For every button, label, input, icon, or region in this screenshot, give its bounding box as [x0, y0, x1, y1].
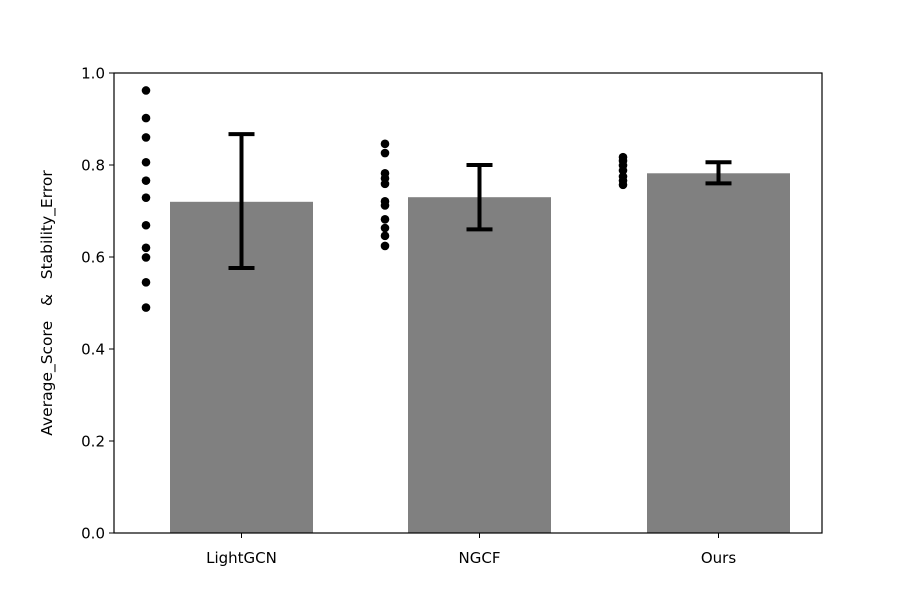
point-ngcf-4: [380, 179, 390, 189]
point-ngcf-10: [380, 241, 390, 251]
point-lightgcn-3: [141, 157, 151, 167]
bar-ours: [647, 173, 790, 533]
point-lightgcn-4: [141, 176, 151, 185]
bar-ngcf: [408, 197, 551, 533]
y-axis-label: Average_Score & Stability_Error: [38, 170, 57, 436]
y-tick-label-1: 0.2: [81, 433, 105, 451]
y-tick-label-5: 1.0: [81, 65, 105, 83]
point-ours-3: [618, 166, 628, 175]
x-axis: LightGCN NGCF Ours: [206, 533, 736, 567]
point-lightgcn-2: [141, 133, 151, 142]
point-lightgcn-7: [141, 243, 151, 253]
point-lightgcn-10: [141, 303, 151, 312]
point-ngcf-9: [380, 231, 390, 241]
point-ngcf-1: [380, 148, 390, 158]
point-lightgcn-9: [141, 278, 151, 287]
error-bars-layer: [228, 132, 732, 271]
x-tick-label-ngcf: NGCF: [459, 549, 501, 567]
point-lightgcn-0: [141, 86, 151, 95]
point-ngcf-7: [380, 214, 390, 224]
point-lightgcn-8: [141, 253, 151, 262]
x-tick-label-lightgcn: LightGCN: [206, 549, 277, 567]
y-tick-label-4: 0.8: [81, 157, 105, 175]
point-ours-6: [618, 180, 628, 190]
point-lightgcn-5: [141, 193, 151, 202]
plot-frame: [113, 72, 823, 534]
points-layer: [141, 86, 628, 312]
point-ngcf-8: [380, 223, 390, 233]
y-axis: 0.0 0.2 0.4 0.6 0.8 1.0: [81, 65, 114, 543]
x-tick-label-ours: Ours: [701, 549, 736, 567]
y-tick-label-0: 0.0: [81, 525, 105, 543]
point-lightgcn-1: [141, 113, 151, 123]
y-tick-label-2: 0.4: [81, 341, 105, 359]
point-lightgcn-6: [141, 220, 151, 230]
y-tick-label-3: 0.6: [81, 249, 105, 267]
point-ngcf-0: [380, 139, 390, 149]
point-ngcf-6: [380, 201, 390, 210]
